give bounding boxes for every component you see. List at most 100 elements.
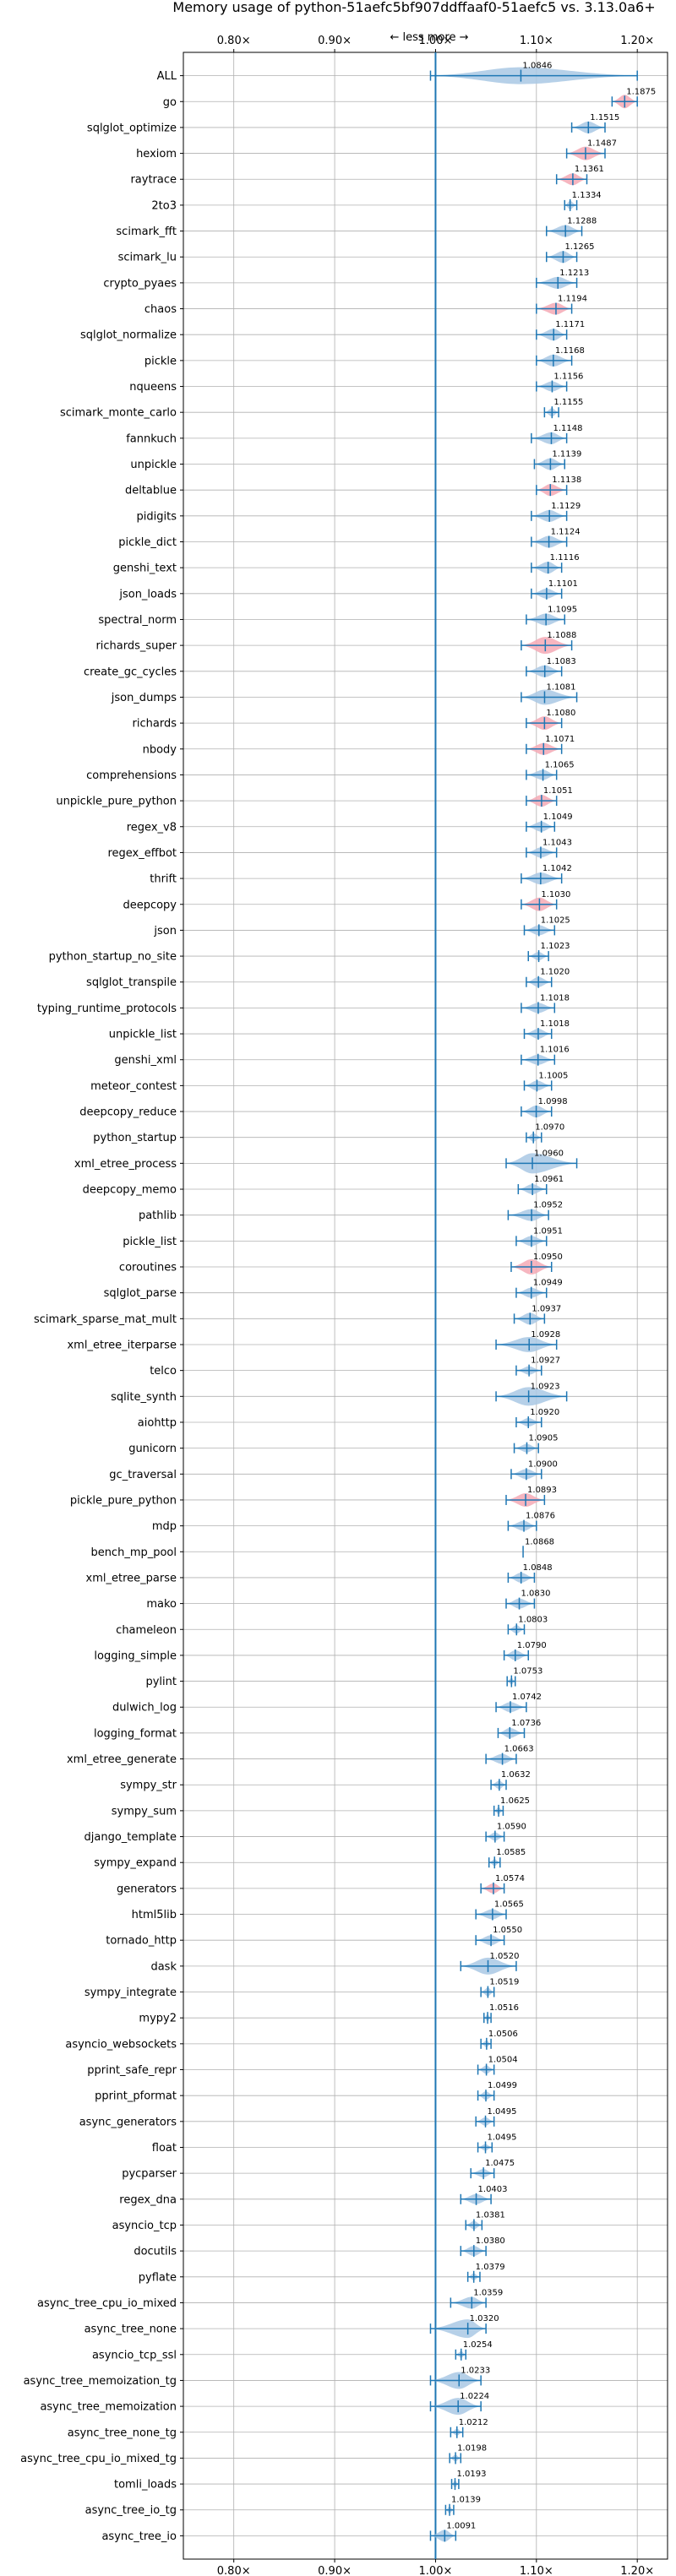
category-label: pidigits [137, 510, 177, 523]
value-label: 1.0790 [517, 1641, 547, 1650]
value-label: 1.0475 [485, 2159, 515, 2168]
category-label: chaos [144, 303, 177, 316]
value-label: 1.0928 [531, 1330, 560, 1340]
value-label: 1.0224 [460, 2392, 489, 2401]
value-label: 1.0970 [535, 1123, 564, 1133]
value-label: 1.1148 [553, 424, 582, 433]
category-label: pprint_pformat [95, 2090, 177, 2103]
value-label: 1.1030 [541, 890, 570, 899]
value-label: 1.0359 [473, 2288, 503, 2297]
value-label: 1.0198 [457, 2443, 487, 2453]
category-label: float [152, 2142, 177, 2155]
category-label: asyncio_tcp_ssl [92, 2349, 177, 2361]
value-label: 1.1487 [587, 139, 617, 149]
value-label: 1.0381 [476, 2210, 505, 2220]
category-label: pickle_dict [118, 536, 177, 549]
value-label: 1.0574 [495, 1874, 525, 1883]
direction-annotation: ← less more → [390, 31, 468, 44]
category-label: dulwich_log [112, 1702, 177, 1715]
x-tick-label-top: 1.00× [419, 35, 453, 47]
category-label: mdp [152, 1520, 177, 1533]
value-label: 1.0876 [526, 1512, 555, 1521]
x-tick-label-top: 0.80× [217, 35, 251, 47]
category-label: crypto_pyaes [103, 277, 177, 290]
value-label: 1.0380 [476, 2236, 505, 2246]
category-label: python_startup [93, 1132, 177, 1144]
value-label: 1.1515 [590, 113, 619, 122]
category-label: async_tree_cpu_io_mixed [37, 2297, 177, 2310]
category-label: richards_super [95, 640, 177, 653]
value-label: 1.0905 [528, 1434, 558, 1443]
category-label: json_dumps [111, 692, 177, 704]
value-label: 1.0495 [488, 2107, 517, 2117]
value-label: 1.0565 [494, 1900, 524, 1910]
category-label: async_tree_cpu_io_mixed_tg [20, 2453, 177, 2465]
value-label: 1.0590 [497, 1823, 526, 1832]
category-label: sqlite_synth [111, 1391, 177, 1404]
category-label: async_tree_io [101, 2530, 177, 2543]
category-label: pprint_safe_repr [87, 2064, 177, 2077]
value-label: 1.0950 [533, 1253, 563, 1262]
value-label: 1.0495 [488, 2133, 517, 2142]
category-label: sqlglot_optimize [87, 122, 177, 134]
category-label: async_generators [79, 2116, 177, 2128]
category-label: asyncio_tcp [112, 2220, 177, 2232]
category-label: coroutines [119, 1262, 177, 1274]
value-label: 1.0506 [488, 2030, 518, 2039]
value-label: 1.0960 [534, 1149, 564, 1158]
category-label: regex_v8 [127, 821, 177, 834]
plot-axes: 0.80× 0.80× 0.90× 0.90× 1.00× 1.00× 1.10× 1.10×… [180, 35, 668, 2576]
value-label: 1.1088 [547, 631, 576, 640]
value-label: 1.0550 [493, 1926, 522, 1935]
category-label: go [163, 96, 177, 109]
value-label: 1.0499 [488, 2081, 517, 2090]
category-label: logging_simple [94, 1649, 177, 1662]
category-label: pylint [145, 1676, 177, 1688]
category-label: regex_effbot [107, 847, 177, 860]
value-label: 1.1025 [541, 916, 570, 925]
value-label: 1.0504 [488, 2056, 518, 2065]
value-label: 1.0632 [501, 1770, 531, 1780]
value-label: 1.1334 [572, 191, 602, 200]
value-label: 1.0212 [459, 2418, 488, 2427]
category-label: nbody [143, 743, 177, 756]
value-label: 1.1213 [559, 269, 589, 278]
value-label: 1.0848 [523, 1563, 553, 1573]
category-label: sympy_expand [94, 1857, 177, 1870]
value-label: 1.1071 [545, 735, 575, 744]
category-label: python_startup_no_site [49, 951, 177, 964]
value-label: 1.1018 [540, 993, 570, 1003]
value-label: 1.0736 [511, 1719, 541, 1728]
plot-frame [183, 52, 668, 2560]
value-label: 1.0519 [489, 1978, 519, 1987]
x-tick-label-bottom: 1.00× [419, 2565, 453, 2576]
category-label: asyncio_websockets [65, 2038, 177, 2051]
category-label: sympy_integrate [84, 1986, 177, 1999]
category-label: xml_etree_generate [67, 1753, 177, 1766]
value-label: 1.1171 [555, 320, 585, 329]
value-label: 1.1043 [542, 838, 572, 847]
value-label: 1.0961 [534, 1175, 564, 1184]
category-label: pyflate [139, 2271, 177, 2284]
value-label: 1.0091 [446, 2521, 476, 2530]
value-label: 1.0320 [470, 2314, 499, 2323]
value-label: 1.0753 [513, 1667, 542, 1677]
category-label: typing_runtime_protocols [37, 1003, 177, 1015]
value-label: 1.0951 [533, 1226, 563, 1236]
value-label: 1.0254 [463, 2340, 493, 2350]
category-label: genshi_xml [114, 1054, 177, 1067]
value-label: 1.1156 [553, 372, 583, 382]
value-label: 1.1124 [551, 527, 581, 536]
value-label: 1.1005 [538, 1071, 568, 1080]
category-label: mako [146, 1598, 177, 1611]
category-label: tomli_loads [114, 2479, 177, 2492]
category-label: richards [133, 718, 177, 731]
value-label: 1.1116 [550, 553, 580, 562]
value-label: 1.1139 [552, 450, 581, 459]
x-tick-label-top: 1.10× [520, 35, 553, 47]
category-label: sqlglot_normalize [80, 329, 177, 342]
value-label: 1.1194 [558, 295, 587, 304]
value-label: 1.1095 [548, 605, 577, 614]
category-label: chameleon [116, 1624, 177, 1637]
value-label: 1.0893 [527, 1486, 557, 1495]
